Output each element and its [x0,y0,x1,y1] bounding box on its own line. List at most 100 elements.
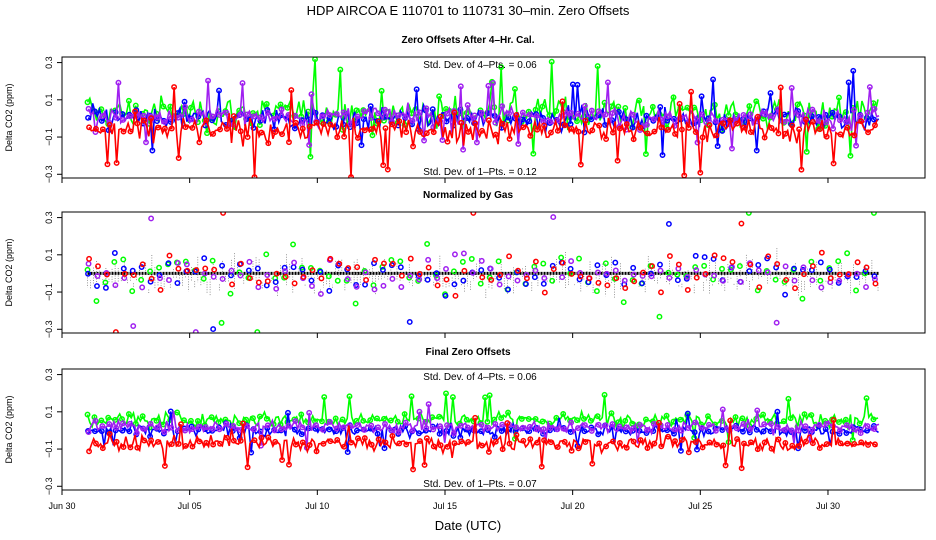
data-point [864,423,871,430]
data-point [710,76,717,83]
data-point [227,290,234,297]
data-point [787,415,794,422]
data-point [134,120,141,127]
data-point [134,444,141,451]
data-point [161,428,168,435]
data-point [120,420,126,427]
data-point [237,111,244,118]
data-point [711,272,718,279]
data-point [458,119,465,126]
data-point [630,264,637,271]
data-point [290,264,297,271]
data-point [239,80,246,87]
data-point [672,130,678,137]
data-point [603,443,610,450]
data-point [471,112,478,119]
data-point [251,113,257,120]
data-point [189,443,196,450]
data-point [327,121,334,128]
data-point [113,438,120,445]
data-point [836,277,843,284]
data-point [523,275,530,282]
data-point [86,255,93,262]
data-point [273,285,280,292]
data-point [666,253,673,259]
data-point [499,103,506,110]
data-point [837,117,843,124]
data-point [746,268,753,275]
data-point [533,426,540,433]
data-point [345,265,352,272]
data-point [425,401,432,408]
data-point [368,126,375,133]
data-point [317,291,324,297]
data-point [139,413,146,420]
data-point [209,257,216,264]
data-point [722,462,729,469]
data-point [732,414,739,421]
data-point [746,429,753,436]
data-point [397,264,404,271]
data-point [153,417,160,424]
data-point [639,280,646,287]
data-point [823,119,830,126]
data-point [358,142,365,149]
data-point [138,276,145,283]
data-point [737,278,744,285]
data-point [589,127,596,134]
data-point [251,174,258,178]
data-point [775,436,782,443]
data-point [246,275,253,282]
data-point [587,417,594,424]
data-point [733,425,740,432]
data-point [326,287,333,294]
data-point [98,417,105,424]
data-point [111,250,118,256]
data-point [697,169,704,176]
data-point [808,412,815,418]
data-point [768,112,774,119]
data-point [640,269,647,276]
data-point [382,439,389,446]
y-axis-label: Delta CO2 (ppm) [4,238,14,306]
data-point [196,139,203,146]
data-point [629,124,636,131]
data-point [395,112,402,119]
data-point [830,417,837,423]
data-point [602,111,609,118]
panel-title: Normalized by Gas [423,190,513,201]
data-point [156,264,162,271]
data-point [299,266,306,273]
data-point [319,113,326,120]
data-point [84,99,91,106]
data-point [488,276,495,283]
data-point [631,278,638,285]
data-point [113,424,120,431]
data-point [449,394,456,401]
data-point [823,441,830,448]
data-point [155,124,161,131]
data-point [95,263,101,270]
data-point [559,98,566,105]
data-point [120,444,127,450]
data-point [264,278,271,285]
data-point [354,113,361,120]
data-point [423,425,430,432]
data-point [657,267,664,274]
data-point [321,394,328,400]
data-point [837,427,843,434]
data-point [676,100,683,107]
data-point [853,287,860,294]
data-point [554,426,561,433]
data-point [201,255,208,262]
data-point [460,250,467,257]
data-point [496,281,503,288]
data-point [320,121,327,127]
data-point [250,415,256,422]
data-point [829,109,836,116]
data-point [872,280,879,287]
data-point [747,129,754,136]
data-point [125,411,132,418]
x-tick-label: Jul 05 [178,501,202,511]
data-point [469,269,476,276]
